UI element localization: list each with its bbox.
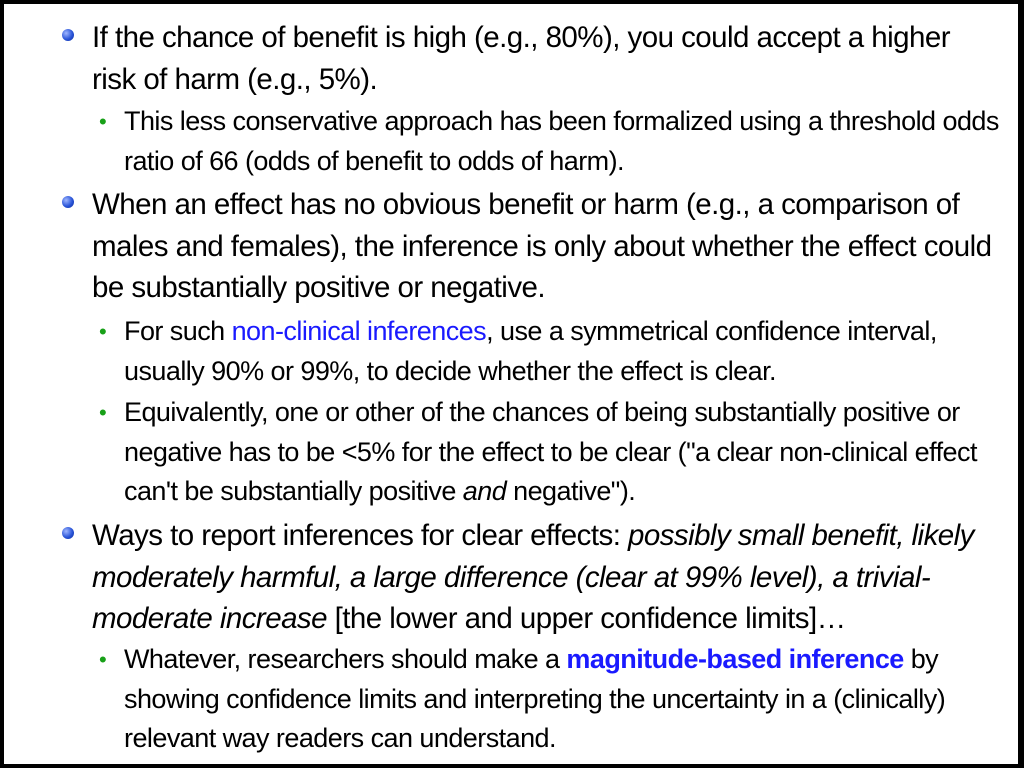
green-bullet-icon: • [99,400,107,425]
blue-bullet-icon [62,527,74,539]
bullet-item-1: If the chance of benefit is high (e.g., … [4,17,1018,100]
bullet-item-2: When an effect has no obvious benefit or… [4,184,1018,309]
sub-bullet-item-4: • Whatever, researchers should make a ma… [4,640,1018,759]
green-bullet-icon: • [99,647,107,672]
green-bullet-icon: • [99,109,107,134]
bullet-text: For such non-clinical inferences, use a … [124,316,937,386]
green-bullet-icon: • [99,319,107,344]
bullet-text: Ways to report inferences for clear effe… [92,519,974,635]
blue-bullet-icon [62,29,74,41]
bullet-text: If the chance of benefit is high (e.g., … [92,21,951,96]
bullet-text: This less conservative approach has been… [124,106,999,176]
blue-bullet-icon [62,196,74,208]
sub-bullet-item-3: • Equivalently, one or other of the chan… [4,393,1018,512]
sub-bullet-item-2: • For such non-clinical inferences, use … [4,312,1018,391]
bullet-text: Equivalently, one or other of the chance… [124,397,977,506]
bullet-text: When an effect has no obvious benefit or… [92,188,992,304]
magnitude-based-inference-link[interactable]: magnitude-based inference [566,644,904,674]
slide: If the chance of benefit is high (e.g., … [4,4,1018,764]
sub-bullet-item-1: • This less conservative approach has be… [4,102,1018,181]
bullet-text: Whatever, researchers should make a magn… [124,644,946,753]
non-clinical-inferences-link[interactable]: non-clinical inferences [231,316,487,346]
bullet-item-3: Ways to report inferences for clear effe… [4,515,1018,640]
